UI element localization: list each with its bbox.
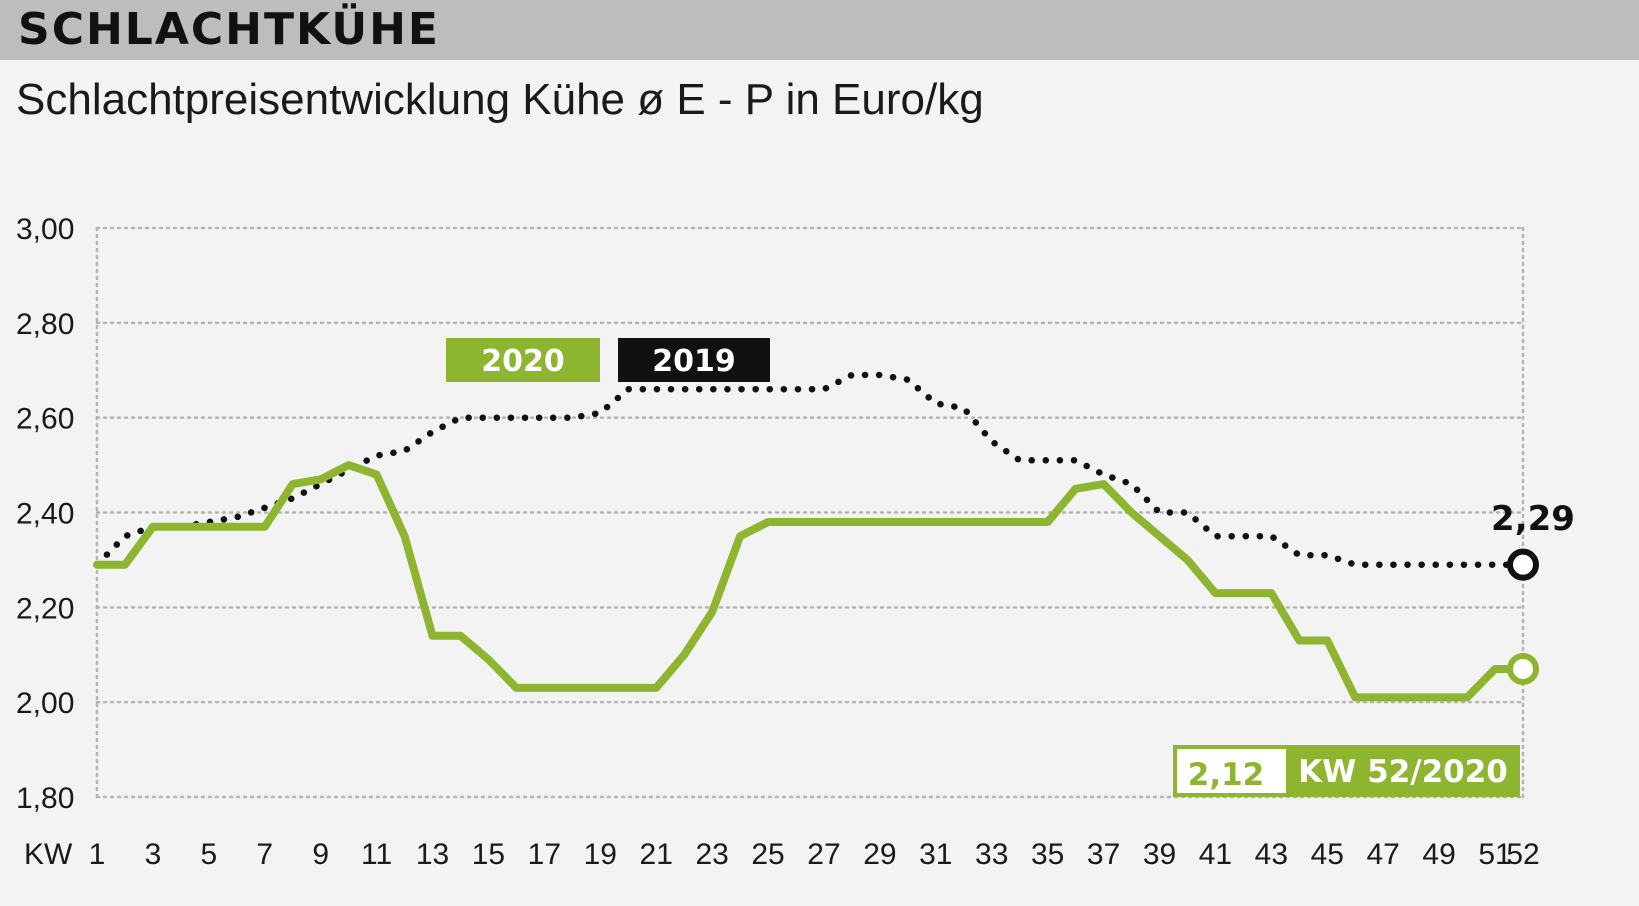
y-tick-label: 1,80	[16, 782, 74, 815]
x-tick-label: 31	[919, 838, 952, 871]
y-tick-label: 2,00	[16, 687, 74, 720]
end-marker-2019	[1507, 548, 1539, 581]
header-title: SCHLACHTKÜHE	[18, 4, 440, 55]
current-value: 2,12	[1188, 757, 1265, 793]
x-tick-label: 13	[416, 838, 449, 871]
x-axis-label: KW	[24, 838, 73, 871]
x-tick-label: 25	[751, 838, 784, 871]
x-tick-label: 35	[1031, 838, 1064, 871]
x-tick-label: 37	[1087, 838, 1120, 871]
legend-swatch-2019	[618, 338, 770, 382]
current-value-box: 2,12 KW 52/2020	[1173, 745, 1520, 797]
current-week-label: KW 52/2020	[1298, 754, 1508, 790]
legend: 2020 2019	[446, 338, 770, 382]
series-line-2019	[93, 371, 1527, 568]
y-axis-ticks: 1,80 2,00 2,20 2,40 2,60 2,80 3,00	[16, 213, 74, 815]
end-value-label-2019: 2,29	[1491, 499, 1575, 539]
x-tick-label: 19	[584, 838, 617, 871]
legend-label-2020: 2020	[481, 344, 565, 379]
y-tick-label: 2,60	[16, 403, 74, 436]
grid-lines	[95, 226, 1525, 799]
series-lines	[93, 371, 1539, 702]
x-tick-label: 11	[361, 838, 392, 871]
x-tick-label: 23	[695, 838, 728, 871]
chart-title: Schlachtpreisentwicklung Kühe ø E - P in…	[16, 75, 984, 124]
y-tick-label: 2,40	[16, 498, 74, 531]
y-tick-label: 2,20	[16, 592, 74, 625]
x-tick-label: 15	[472, 838, 505, 871]
x-tick-label: 27	[807, 838, 840, 871]
x-tick-label: 21	[640, 838, 673, 871]
y-tick-label: 3,00	[16, 213, 74, 246]
x-tick-label: 39	[1143, 838, 1176, 871]
x-tick-label: 17	[528, 838, 561, 871]
x-tick-label: 45	[1311, 838, 1344, 871]
x-tick-label: 29	[863, 838, 896, 871]
x-tick-label: 5	[200, 838, 217, 871]
x-tick-label: 49	[1422, 838, 1455, 871]
end-marker-2020	[1507, 652, 1539, 685]
current-week-box	[1288, 745, 1520, 797]
x-tick-label: 33	[975, 838, 1008, 871]
x-tick-label: 7	[256, 838, 273, 871]
x-tick-label: 51	[1478, 838, 1511, 871]
series-line-2020	[93, 461, 1527, 702]
x-tick-label: 43	[1255, 838, 1288, 871]
x-tick-label: 52	[1506, 838, 1539, 871]
x-tick-label: 41	[1199, 838, 1232, 871]
legend-label-2019: 2019	[652, 344, 736, 379]
header-bar	[0, 0, 1639, 60]
x-tick-label: 3	[145, 838, 162, 871]
y-tick-label: 2,80	[16, 308, 74, 341]
x-axis-ticks: KW 1 3 5 7 9 11 13 15 17 19 21 23 25 27 29 31 33 35 37 39 41…	[24, 838, 1540, 871]
x-tick-label: 47	[1367, 838, 1400, 871]
x-tick-label: 1	[89, 838, 106, 871]
legend-swatch-2020	[446, 338, 600, 382]
x-tick-label: 9	[312, 838, 329, 871]
